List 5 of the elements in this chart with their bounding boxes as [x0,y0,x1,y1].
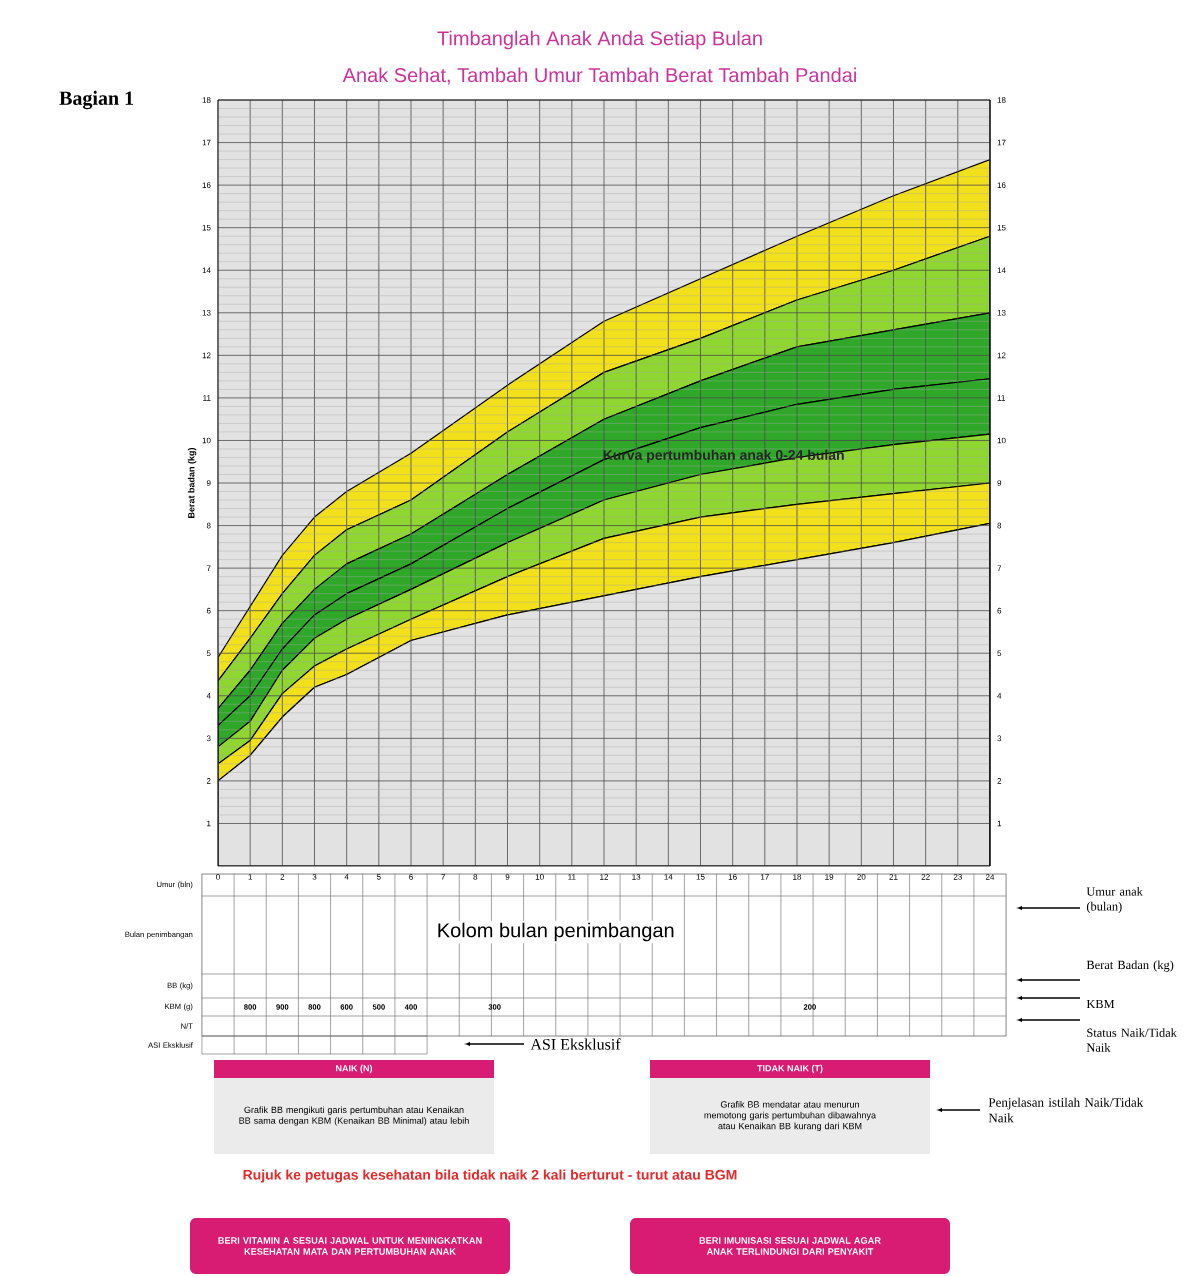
chart-title: Timbanglah Anak Anda Setiap Bulan [437,30,762,50]
text: Kolom bulan penimbangan [438,922,674,942]
text: Bagian 1 [59,90,134,110]
chart-subtitle: Anak Sehat, Tambah Umur Tambah Berat Tambah Pandai [342,67,856,85]
text: ASI Eksklusif [530,1038,621,1050]
